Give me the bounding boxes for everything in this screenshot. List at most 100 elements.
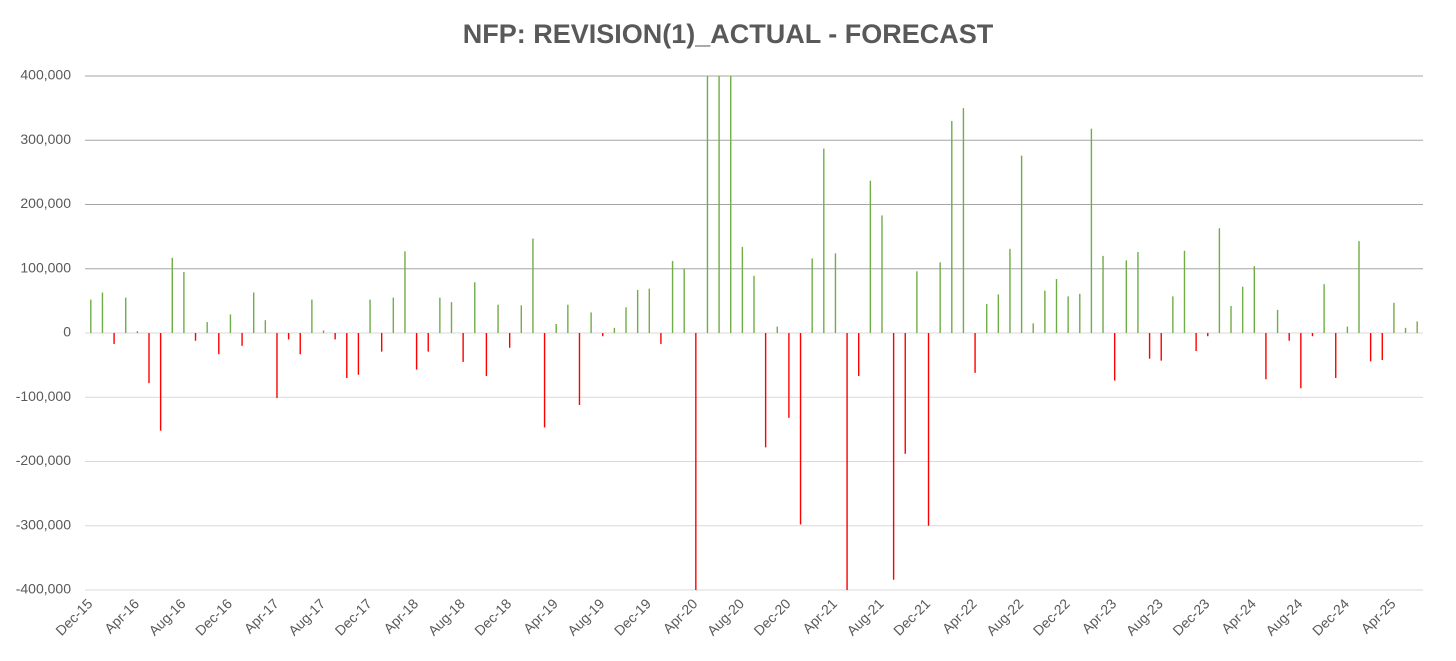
x-tick-label: Aug-24 bbox=[1262, 595, 1305, 638]
bar bbox=[578, 333, 581, 405]
bar bbox=[206, 322, 208, 333]
bar bbox=[287, 333, 290, 340]
y-tick-label: 400,000 bbox=[20, 67, 71, 83]
x-tick-label: Apr-19 bbox=[520, 595, 561, 636]
bar bbox=[1253, 266, 1255, 333]
bar bbox=[136, 331, 139, 333]
x-tick-label: Aug-21 bbox=[843, 595, 886, 638]
bar bbox=[671, 261, 674, 333]
x-tick-label: Dec-17 bbox=[332, 595, 375, 638]
bar bbox=[299, 333, 301, 355]
x-tick-label: Aug-22 bbox=[983, 595, 1026, 638]
bar bbox=[753, 275, 755, 333]
bar bbox=[253, 292, 255, 333]
bar bbox=[648, 288, 650, 333]
bar bbox=[683, 268, 685, 333]
x-tick-label: Apr-23 bbox=[1078, 595, 1119, 636]
bar bbox=[427, 333, 429, 352]
x-tick-label: Dec-15 bbox=[52, 595, 95, 638]
bar bbox=[741, 246, 744, 333]
bar bbox=[543, 333, 546, 428]
bar bbox=[858, 333, 860, 377]
bar bbox=[276, 333, 278, 398]
bar bbox=[415, 333, 418, 370]
bar bbox=[101, 292, 104, 333]
bar bbox=[962, 108, 965, 333]
x-tick-label: Dec-21 bbox=[890, 595, 933, 638]
bar bbox=[183, 271, 185, 333]
bar bbox=[404, 251, 406, 333]
bar bbox=[241, 333, 243, 346]
bar bbox=[636, 289, 639, 333]
bar bbox=[730, 76, 732, 333]
bar bbox=[869, 180, 872, 333]
bar bbox=[776, 326, 778, 333]
bar bbox=[625, 307, 627, 333]
bar bbox=[1404, 327, 1407, 333]
y-tick-label: 100,000 bbox=[20, 259, 71, 275]
bar bbox=[939, 262, 941, 333]
bar bbox=[380, 333, 383, 352]
bar bbox=[229, 314, 232, 333]
bar bbox=[392, 297, 395, 333]
bar bbox=[892, 333, 895, 580]
bar bbox=[125, 297, 127, 333]
bar bbox=[1113, 333, 1116, 381]
bar bbox=[834, 253, 837, 333]
bar bbox=[497, 304, 499, 333]
bar bbox=[974, 333, 976, 373]
bar bbox=[1335, 333, 1337, 378]
bar bbox=[951, 120, 953, 333]
x-tick-label: Apr-18 bbox=[380, 595, 421, 636]
bar bbox=[904, 333, 906, 454]
bar bbox=[334, 333, 336, 340]
bar bbox=[706, 76, 709, 333]
bar bbox=[881, 215, 883, 333]
bar bbox=[1218, 228, 1221, 333]
bar bbox=[1311, 333, 1314, 337]
bar bbox=[695, 333, 697, 590]
bar bbox=[218, 333, 220, 355]
bar bbox=[555, 324, 557, 333]
x-tick-label: Apr-16 bbox=[101, 595, 142, 636]
x-tick-label: Aug-19 bbox=[564, 595, 607, 638]
bar bbox=[1195, 333, 1197, 351]
x-tick-label: Dec-19 bbox=[611, 595, 654, 638]
bar bbox=[1044, 290, 1046, 333]
bar bbox=[1172, 296, 1174, 333]
bar bbox=[485, 333, 488, 377]
bar bbox=[567, 304, 569, 333]
bar bbox=[823, 148, 825, 333]
bar bbox=[590, 312, 592, 333]
bar bbox=[1241, 286, 1244, 333]
bar bbox=[1416, 321, 1418, 333]
bar bbox=[1183, 250, 1186, 333]
bar bbox=[1009, 248, 1011, 333]
x-tick-label: Apr-21 bbox=[799, 595, 840, 636]
bar bbox=[1137, 252, 1139, 333]
bar bbox=[462, 333, 464, 362]
bar bbox=[508, 333, 511, 348]
bar bbox=[1090, 128, 1093, 333]
bar bbox=[311, 299, 313, 333]
bar bbox=[1381, 333, 1383, 360]
bar bbox=[1148, 333, 1151, 359]
x-tick-label: Apr-24 bbox=[1218, 595, 1259, 636]
bar bbox=[450, 302, 453, 333]
x-tick-label: Dec-16 bbox=[192, 595, 235, 638]
bar bbox=[520, 305, 523, 333]
x-tick-label: Aug-23 bbox=[1123, 595, 1166, 638]
bar bbox=[1323, 284, 1325, 333]
bar bbox=[788, 333, 790, 418]
bar bbox=[1067, 296, 1069, 333]
bar bbox=[439, 297, 441, 333]
y-tick-label: -100,000 bbox=[16, 388, 71, 404]
bar bbox=[532, 238, 534, 333]
bar bbox=[474, 282, 476, 333]
bar bbox=[1358, 241, 1360, 333]
bar bbox=[1346, 326, 1349, 333]
bar bbox=[148, 333, 150, 384]
bar bbox=[113, 333, 115, 344]
x-tick-label: Aug-17 bbox=[285, 595, 328, 638]
